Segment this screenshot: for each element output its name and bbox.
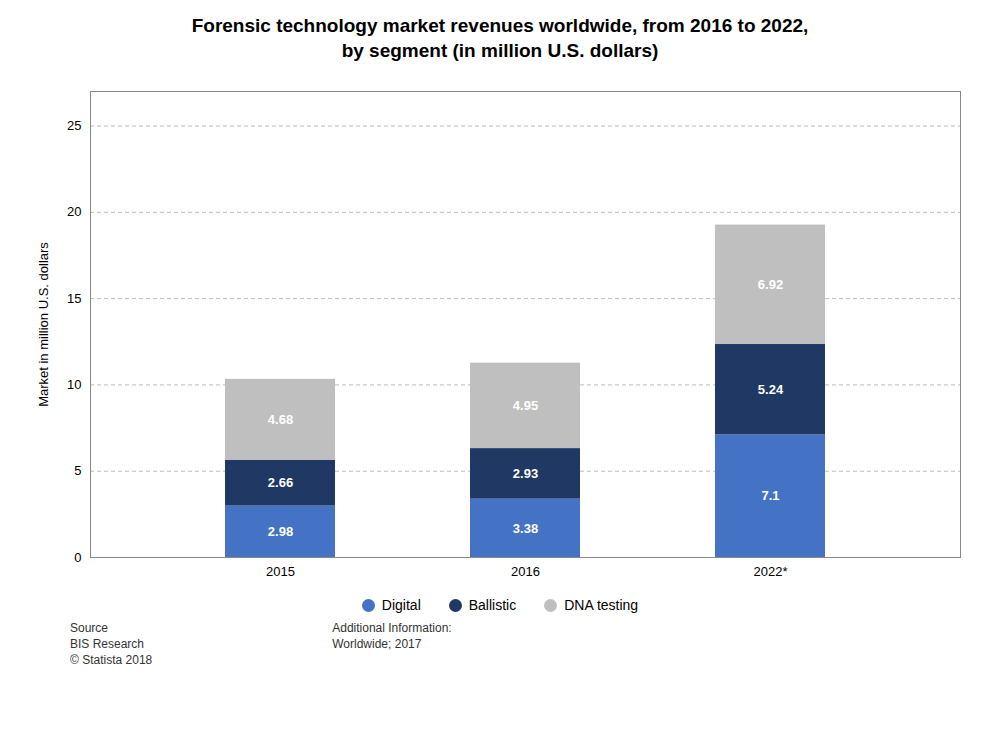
svg-text:25: 25 <box>67 119 81 134</box>
svg-text:2.93: 2.93 <box>513 466 538 481</box>
html-text:Source BIS Research © Statista: Source BIS Research © Statista 2018 <box>70 621 153 667</box>
svg-text:5: 5 <box>74 464 81 479</box>
svg-text:6.92: 6.92 <box>758 277 783 292</box>
svg-text:2.98: 2.98 <box>268 524 293 539</box>
svg-text:10: 10 <box>67 377 81 392</box>
svg-text:0: 0 <box>74 550 81 565</box>
html-text:Digital: Digital <box>381 597 421 614</box>
svg-text:5.24: 5.24 <box>758 382 784 397</box>
svg-text:2015: 2015 <box>266 564 295 579</box>
svg-text:2.66: 2.66 <box>268 476 293 491</box>
svg-text:7.1: 7.1 <box>761 489 779 504</box>
svg-text:15: 15 <box>67 291 81 306</box>
svg-text:4.68: 4.68 <box>268 412 293 427</box>
svg-text:2022*: 2022* <box>754 564 788 579</box>
svg-text:20: 20 <box>67 205 81 220</box>
html-text:DNA testing: DNA testing <box>564 597 639 614</box>
svg-text:3.38: 3.38 <box>513 521 538 536</box>
svg-text:Market in million U.S. dollars: Market in million U.S. dollars <box>36 242 51 407</box>
html-text:Forensic technology market rev: Forensic technology market revenues worl… <box>191 15 809 61</box>
svg-text:2016: 2016 <box>511 564 540 579</box>
html-text:Ballistic: Ballistic <box>468 597 517 614</box>
svg-text:4.95: 4.95 <box>513 398 538 413</box>
html-text:Additional Information: Worldw: Additional Information: Worldwide; 2017 <box>332 621 452 651</box>
